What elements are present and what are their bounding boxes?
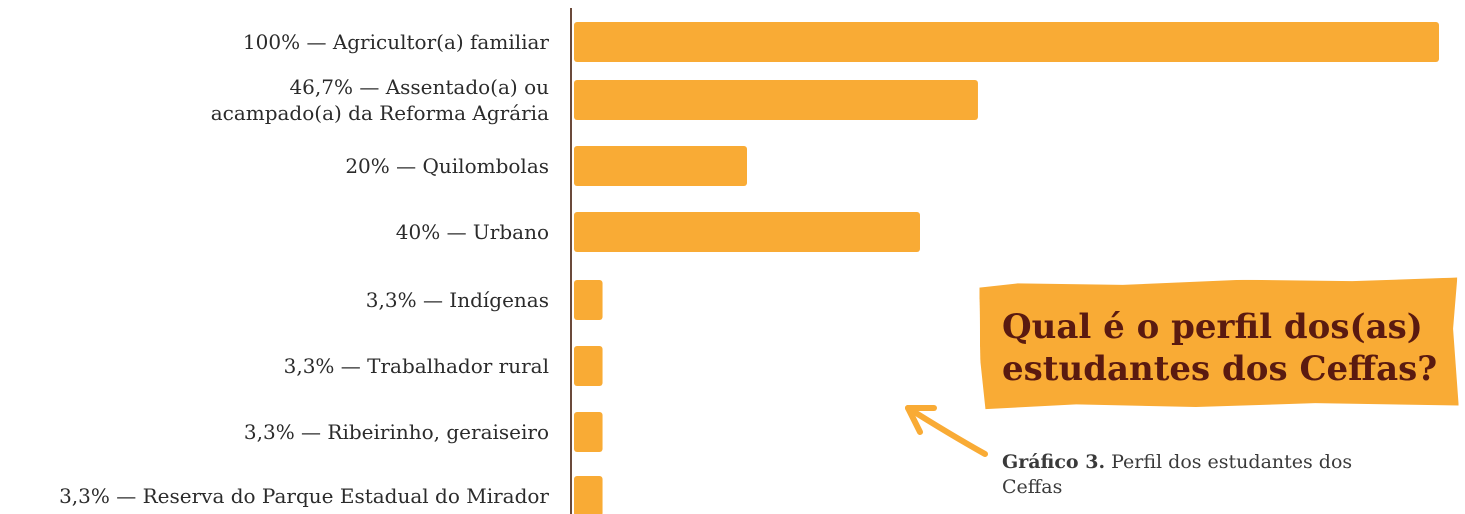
category-label-line: 3,3% — Reserva do Parque Estadual do Mir… <box>59 484 549 508</box>
caption-text: Perfil dos estudantes dos Ceffas <box>1002 451 1353 498</box>
bar-2 <box>574 80 978 120</box>
bar-4 <box>574 212 920 252</box>
bar-1 <box>574 22 1439 62</box>
category-label-4: 40% — Urbano <box>396 219 549 245</box>
category-label-line: 46,7% — Assentado(a) ou <box>289 75 549 99</box>
category-label-7: 3,3% — Ribeirinho, geraiseiro <box>244 419 549 445</box>
bar-3 <box>574 146 747 186</box>
category-label-3: 20% — Quilombolas <box>345 153 549 179</box>
category-label-line: 20% — Quilombolas <box>345 154 549 178</box>
category-label-line: 100% — Agricultor(a) familiar <box>242 30 549 54</box>
title-line-2: estudantes dos Ceffas? <box>1002 349 1438 389</box>
bar-5 <box>574 280 603 320</box>
category-label-line: 3,3% — Indígenas <box>365 288 549 312</box>
category-label-1: 100% — Agricultor(a) familiar <box>243 29 549 55</box>
bar-7 <box>574 412 603 452</box>
category-label-6: 3,3% — Trabalhador rural <box>284 353 549 379</box>
bar-8 <box>574 476 603 514</box>
category-label-line: 3,3% — Trabalhador rural <box>283 354 549 378</box>
category-label-line: 40% — Urbano <box>395 220 549 244</box>
chart-title: Qual é o perfil dos(as) estudantes dos C… <box>1002 306 1437 390</box>
arrow-icon <box>905 405 988 457</box>
category-label-line: acampado(a) da Reforma Agrária <box>210 101 549 125</box>
category-label-2: 46,7% — Assentado(a) ou acampado(a) da Re… <box>211 74 549 126</box>
bar-6 <box>574 346 603 386</box>
category-label-8: 3,3% — Reserva do Parque Estadual do Mir… <box>59 483 549 509</box>
figure-caption: Gráfico 3. Perfil dos estudantes dos Cef… <box>1002 450 1382 500</box>
title-line-1: Qual é o perfil dos(as) <box>1002 307 1423 347</box>
category-label-line: 3,3% — Ribeirinho, geraiseiro <box>243 420 549 444</box>
category-label-5: 3,3% — Indígenas <box>366 287 549 313</box>
caption-label: Gráfico 3. <box>1002 451 1106 473</box>
